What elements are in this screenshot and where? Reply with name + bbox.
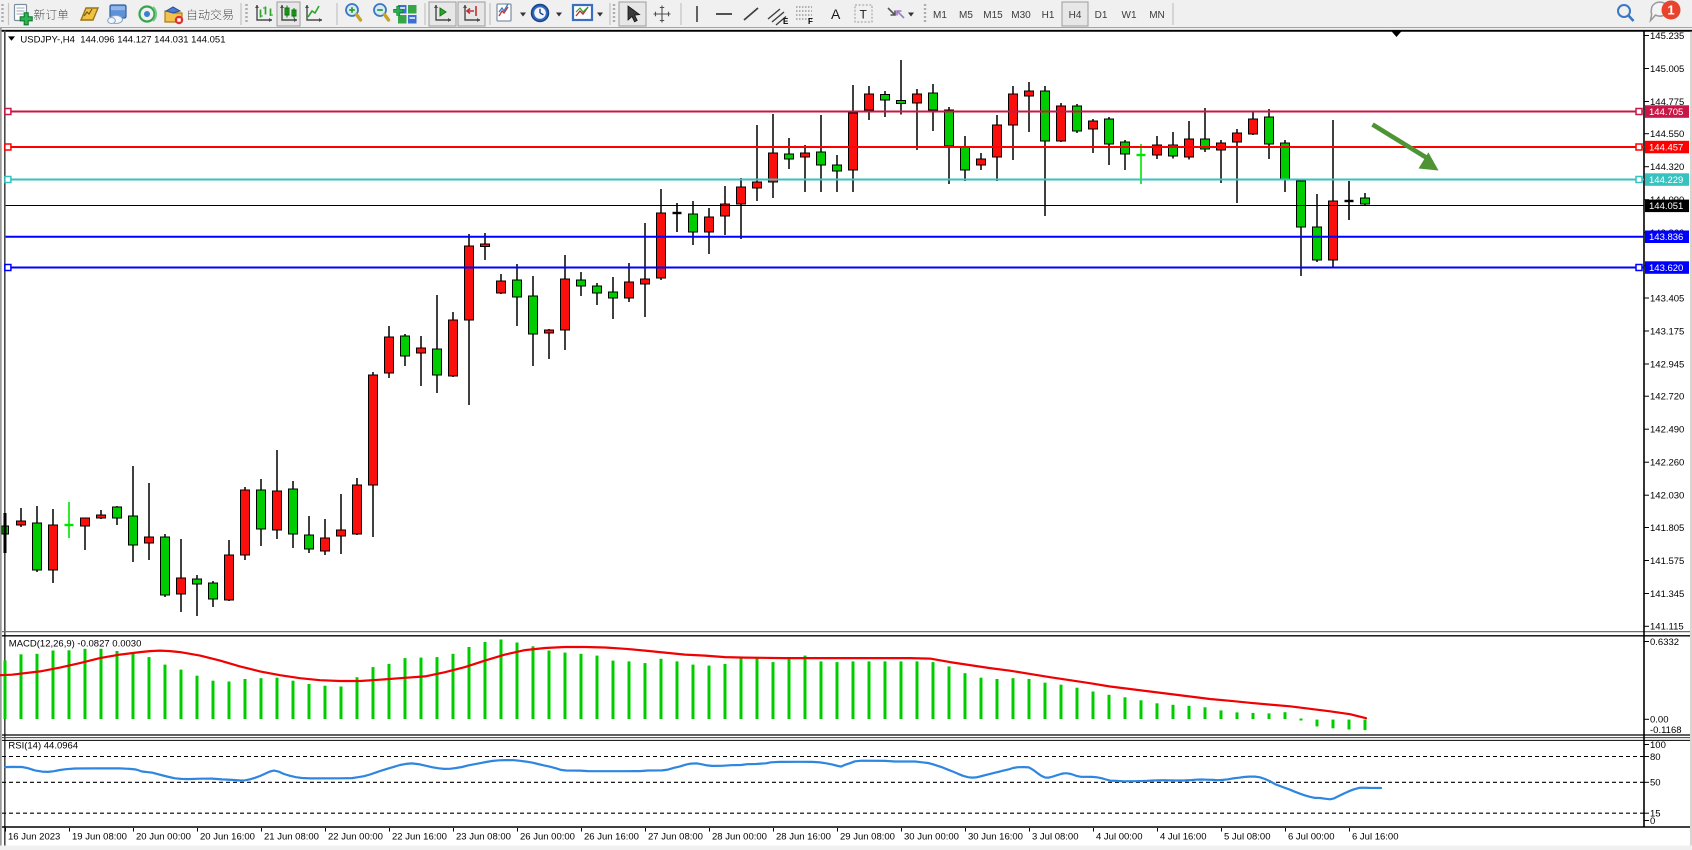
svg-text:29 Jun 08:00: 29 Jun 08:00 (840, 832, 895, 843)
svg-text:22 Jun 16:00: 22 Jun 16:00 (392, 832, 447, 843)
svg-text:MACD(12,26,9) -0.0827 0.0030: MACD(12,26,9) -0.0827 0.0030 (9, 639, 142, 650)
svg-text:142.490: 142.490 (1650, 425, 1684, 436)
svg-text:W1: W1 (1122, 10, 1137, 21)
svg-text:28 Jun 16:00: 28 Jun 16:00 (776, 832, 831, 843)
svg-text:M30: M30 (1011, 10, 1031, 21)
svg-text:USDJPY-,H4 144.096 144.127 14: USDJPY-,H4 144.096 144.127 144.031 144.0… (20, 34, 225, 45)
svg-text:0.00: 0.00 (1650, 715, 1669, 726)
svg-text:144.775: 144.775 (1650, 97, 1684, 108)
svg-text:142.945: 142.945 (1650, 359, 1684, 370)
svg-text:1: 1 (1667, 3, 1674, 18)
svg-text:23 Jun 08:00: 23 Jun 08:00 (456, 832, 511, 843)
svg-text:3 Jul 08:00: 3 Jul 08:00 (1032, 832, 1078, 843)
svg-text:142.720: 142.720 (1650, 392, 1684, 403)
svg-text:28 Jun 00:00: 28 Jun 00:00 (712, 832, 767, 843)
svg-text:F: F (808, 17, 813, 26)
svg-text:142.030: 142.030 (1650, 491, 1684, 502)
svg-text:E: E (783, 17, 789, 26)
svg-text:A: A (831, 6, 841, 22)
svg-text:RSI(14) 44.0964: RSI(14) 44.0964 (8, 740, 78, 751)
svg-text:M15: M15 (983, 10, 1003, 21)
svg-text:6 Jul 00:00: 6 Jul 00:00 (1288, 832, 1334, 843)
svg-text:144.051: 144.051 (1649, 201, 1683, 212)
svg-text:141.345: 141.345 (1650, 589, 1684, 600)
svg-text:143.836: 143.836 (1649, 232, 1683, 243)
svg-text:143.405: 143.405 (1650, 293, 1684, 304)
svg-text:144.705: 144.705 (1649, 107, 1683, 118)
svg-text:26 Jun 00:00: 26 Jun 00:00 (520, 832, 575, 843)
svg-text:6 Jul 16:00: 6 Jul 16:00 (1352, 832, 1398, 843)
svg-text:16 Jun 2023: 16 Jun 2023 (8, 832, 60, 843)
svg-text:21 Jun 08:00: 21 Jun 08:00 (264, 832, 319, 843)
svg-text:M1: M1 (933, 10, 947, 21)
svg-text:0.6332: 0.6332 (1650, 637, 1679, 648)
svg-text:20 Jun 16:00: 20 Jun 16:00 (200, 832, 255, 843)
svg-text:19 Jun 08:00: 19 Jun 08:00 (72, 832, 127, 843)
svg-text:-0.1168: -0.1168 (1650, 725, 1682, 736)
svg-text:D1: D1 (1095, 10, 1108, 21)
svg-text:T: T (860, 8, 868, 22)
svg-text:143.175: 143.175 (1650, 326, 1684, 337)
svg-text:143.620: 143.620 (1649, 263, 1683, 274)
svg-text:0: 0 (1650, 816, 1655, 827)
svg-text:MN: MN (1149, 10, 1165, 21)
svg-text:144.320: 144.320 (1650, 162, 1684, 173)
svg-text:27 Jun 08:00: 27 Jun 08:00 (648, 832, 703, 843)
svg-text:H1: H1 (1042, 10, 1055, 21)
svg-text:141.805: 141.805 (1650, 523, 1684, 534)
svg-text:145.235: 145.235 (1650, 31, 1684, 42)
svg-text:30 Jun 16:00: 30 Jun 16:00 (968, 832, 1023, 843)
svg-text:4 Jul 00:00: 4 Jul 00:00 (1096, 832, 1142, 843)
svg-text:100: 100 (1650, 740, 1666, 751)
svg-text:5 Jul 08:00: 5 Jul 08:00 (1224, 832, 1270, 843)
svg-text:142.260: 142.260 (1650, 458, 1684, 469)
svg-text:22 Jun 00:00: 22 Jun 00:00 (328, 832, 383, 843)
svg-text:15: 15 (1650, 809, 1661, 820)
svg-text:4 Jul 16:00: 4 Jul 16:00 (1160, 832, 1206, 843)
svg-text:144.550: 144.550 (1650, 129, 1684, 140)
svg-text:145.005: 145.005 (1650, 64, 1684, 75)
svg-text:80: 80 (1650, 752, 1661, 763)
svg-text:30 Jun 00:00: 30 Jun 00:00 (904, 832, 959, 843)
svg-text:M5: M5 (959, 10, 973, 21)
svg-text:20 Jun 00:00: 20 Jun 00:00 (136, 832, 191, 843)
svg-text:H4: H4 (1069, 10, 1082, 21)
svg-text:144.457: 144.457 (1649, 142, 1683, 153)
svg-text:50: 50 (1650, 778, 1661, 789)
svg-text:141.575: 141.575 (1650, 556, 1684, 567)
svg-text:141.115: 141.115 (1650, 622, 1684, 633)
svg-text:144.229: 144.229 (1649, 175, 1683, 186)
svg-text:26 Jun 16:00: 26 Jun 16:00 (584, 832, 639, 843)
